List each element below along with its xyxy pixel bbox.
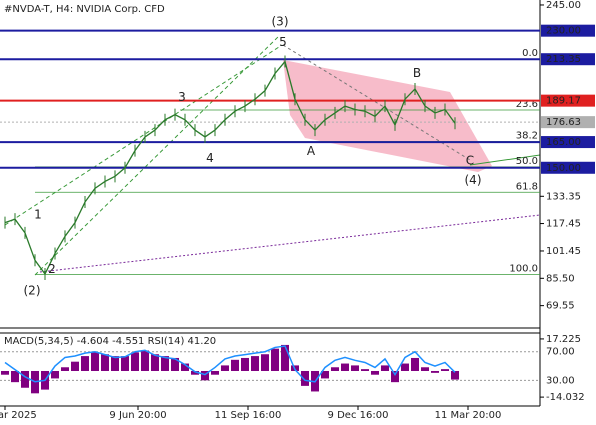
macd-bar bbox=[251, 356, 259, 371]
macd-bar bbox=[141, 350, 149, 371]
macd-bar bbox=[151, 354, 159, 371]
level-label-box bbox=[541, 53, 595, 66]
x-tick-label: 9 Dec 16:00 bbox=[328, 410, 389, 421]
correction-channel bbox=[283, 60, 492, 172]
x-tick-label: 14 Mar 2025 bbox=[0, 410, 37, 421]
macd-bar bbox=[81, 356, 89, 371]
y-tick-label: 133.35 bbox=[546, 191, 581, 202]
macd-bar bbox=[21, 370, 29, 388]
macd-bar bbox=[51, 370, 59, 379]
fib-label: 50.0 bbox=[516, 156, 538, 167]
wave-label: (3) bbox=[272, 15, 289, 29]
level-label-box bbox=[541, 136, 595, 149]
x-tick-label: 9 Jun 20:00 bbox=[109, 410, 166, 421]
chart-title: #NVDA-T, H4: NVIDIA Corp. CFD bbox=[4, 4, 165, 15]
level-label: 165.00 bbox=[546, 137, 581, 148]
wave-label: 4 bbox=[206, 151, 214, 165]
wave-trendline bbox=[282, 44, 471, 161]
macd-tick-label: 17.225 bbox=[546, 334, 581, 345]
macd-bar bbox=[231, 359, 239, 371]
y-tick-label: 101.45 bbox=[546, 246, 581, 257]
macd-bar bbox=[371, 370, 379, 375]
macd-bar bbox=[451, 370, 459, 380]
macd-bar bbox=[281, 344, 289, 371]
fib-label: 23.6 bbox=[516, 99, 538, 110]
wave-label: 3 bbox=[178, 90, 186, 104]
macd-bar bbox=[271, 348, 279, 371]
macd-bar bbox=[121, 356, 129, 371]
macd-bar bbox=[441, 369, 449, 371]
macd-bar bbox=[61, 367, 69, 371]
fib-label: 61.8 bbox=[516, 181, 538, 192]
x-tick-label: 11 Mar 20:00 bbox=[435, 410, 502, 421]
macd-bar bbox=[341, 363, 349, 371]
macd-bar bbox=[101, 354, 109, 371]
macd-bar bbox=[171, 357, 179, 371]
wave-label: 1 bbox=[34, 207, 42, 221]
indicator-label: MACD(5,34,5) -4.604 -4.551 RSI(14) 41.20 bbox=[4, 336, 216, 347]
y-tick-label: 69.55 bbox=[546, 301, 575, 312]
wave-label: (4) bbox=[465, 173, 482, 187]
macd-bar bbox=[161, 356, 169, 371]
macd-bar bbox=[421, 367, 429, 371]
wave-trendline bbox=[4, 44, 283, 226]
level-label-box bbox=[541, 94, 595, 107]
macd-bar bbox=[211, 370, 219, 375]
level-label: 189.17 bbox=[546, 96, 581, 107]
macd-bar bbox=[411, 357, 419, 371]
macd-bar bbox=[361, 369, 369, 371]
macd-bar bbox=[401, 363, 409, 371]
macd-bar bbox=[331, 367, 339, 371]
wave-label: B bbox=[413, 66, 421, 80]
macd-bar bbox=[111, 356, 119, 371]
level-label-box bbox=[541, 116, 595, 129]
wave-trendline bbox=[34, 34, 281, 276]
macd-bar bbox=[301, 370, 309, 386]
level-label: 150.00 bbox=[546, 163, 581, 174]
wave-label: 5 bbox=[279, 35, 287, 49]
level-label-box bbox=[541, 24, 595, 37]
x-tick-label: 11 Sep 16:00 bbox=[215, 410, 282, 421]
level-label: 213.35 bbox=[546, 54, 581, 65]
wave-label: C bbox=[466, 153, 474, 167]
rsi-tick-label: 70.00 bbox=[546, 347, 575, 358]
macd-bar bbox=[71, 361, 79, 371]
wave-label: 2 bbox=[48, 262, 56, 276]
fib-label: 0.0 bbox=[522, 48, 538, 59]
macd-bar bbox=[1, 370, 9, 375]
macd-bar bbox=[131, 352, 139, 371]
rsi-line bbox=[4, 345, 456, 383]
level-label: 176.63 bbox=[546, 117, 581, 128]
macd-bar bbox=[351, 365, 359, 371]
macd-bar bbox=[261, 354, 269, 371]
wave-label: A bbox=[307, 144, 316, 158]
wave-label: (2) bbox=[24, 284, 41, 298]
macd-bar bbox=[181, 363, 189, 371]
macd-tick-label: -14.032 bbox=[546, 392, 585, 403]
y-tick-label: 117.45 bbox=[546, 219, 581, 230]
macd-bar bbox=[321, 370, 329, 379]
macd-bar bbox=[241, 357, 249, 371]
macd-bar bbox=[391, 370, 399, 383]
macd-bar bbox=[201, 370, 209, 381]
macd-bar bbox=[11, 370, 19, 383]
fib-label: 38.2 bbox=[516, 131, 538, 142]
y-tick-label: 85.50 bbox=[546, 273, 575, 284]
price-line bbox=[4, 60, 456, 276]
level-label-box bbox=[541, 161, 595, 174]
macd-bar bbox=[191, 370, 199, 375]
y-tick-label: 245.00 bbox=[546, 0, 581, 11]
wave-trendline bbox=[469, 154, 541, 166]
macd-bar bbox=[221, 365, 229, 371]
rsi-tick-label: 30.00 bbox=[546, 375, 575, 386]
macd-bar bbox=[431, 370, 439, 373]
macd-bar bbox=[381, 365, 389, 371]
level-label: 230.00 bbox=[546, 26, 581, 37]
fib-label: 100.0 bbox=[509, 264, 538, 275]
macd-bar bbox=[91, 352, 99, 371]
